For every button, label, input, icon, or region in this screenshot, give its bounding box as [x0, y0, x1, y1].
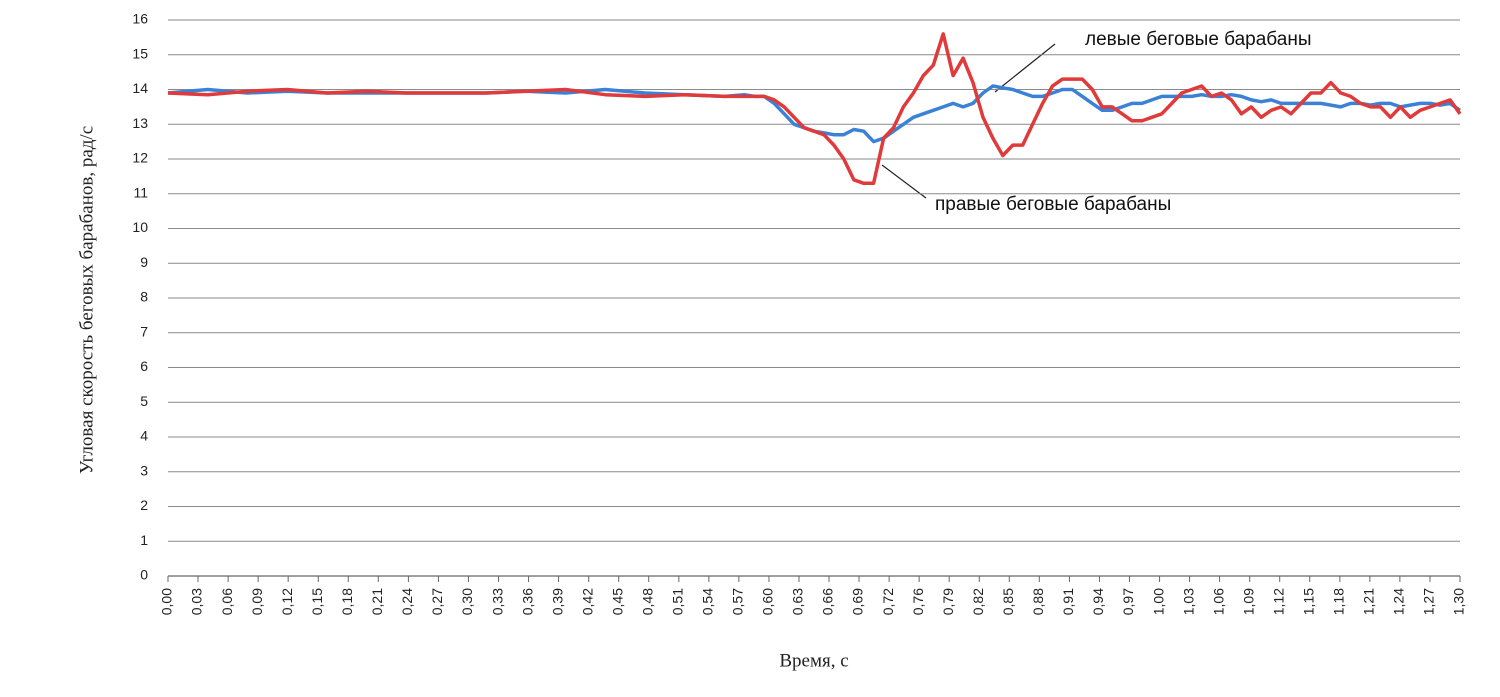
y-axis-title: Угловая скорость беговых барабанов, рад/… [76, 126, 97, 474]
x-tick-label: 0,72 [880, 588, 896, 615]
x-tick-label: 0,15 [309, 588, 325, 615]
x-tick-label: 0,88 [1030, 588, 1046, 615]
x-tick-label: 1,09 [1240, 588, 1256, 615]
annotation: левые беговые барабаны [1085, 29, 1311, 50]
x-tick-label: 0,03 [189, 588, 205, 615]
x-tick-label: 1,21 [1361, 588, 1377, 615]
x-tick-label: 0,24 [399, 588, 415, 615]
x-tick-label: 0,91 [1060, 588, 1076, 615]
x-tick-label: 0,82 [970, 588, 986, 615]
leader-line [994, 43, 1056, 93]
x-tick-label: 0,60 [760, 588, 776, 615]
leader-line [881, 164, 927, 199]
x-tick-label: 1,06 [1210, 588, 1226, 615]
y-tick-label: 5 [140, 393, 148, 409]
x-tick-label: 0,21 [369, 588, 385, 615]
x-tick-label: 0,30 [459, 588, 475, 615]
x-tick-label: 1,30 [1451, 588, 1467, 615]
x-tick-label: 0,76 [910, 588, 926, 615]
x-tick-label: 1,18 [1331, 588, 1347, 615]
y-tick-label: 2 [140, 497, 148, 513]
x-tick-label: 0,54 [700, 588, 716, 615]
x-tick-label: 0,69 [850, 588, 866, 615]
y-tick-label: 15 [132, 45, 148, 61]
x-tick-label: 0,63 [790, 588, 806, 615]
y-tick-label: 9 [140, 254, 148, 270]
y-tick-label: 11 [133, 184, 148, 200]
y-tick-label: 12 [132, 150, 148, 166]
y-tick-label: 7 [140, 323, 148, 339]
y-tick-label: 10 [132, 219, 148, 235]
y-tick-label: 6 [140, 358, 148, 374]
x-tick-label: 1,27 [1421, 588, 1437, 615]
y-tick-label: 16 [132, 11, 148, 27]
x-tick-label: 1,24 [1391, 588, 1407, 615]
x-tick-label: 0,79 [940, 588, 956, 615]
x-tick-label: 0,66 [820, 588, 836, 615]
x-tick-label: 0,39 [549, 588, 565, 615]
annotation: правые беговые барабаны [935, 194, 1171, 215]
x-tick-label: 0,06 [219, 588, 235, 615]
x-tick-label: 0,33 [489, 588, 505, 615]
x-tick-label: 0,85 [1000, 588, 1016, 615]
x-tick-label: 0,57 [730, 588, 746, 615]
x-tick-label: 1,00 [1150, 588, 1166, 615]
x-axis-title: Время, с [779, 650, 848, 671]
x-tick-label: 0,00 [159, 588, 175, 615]
x-tick-label: 0,48 [639, 588, 655, 615]
x-tick-label: 0,18 [339, 588, 355, 615]
x-tick-label: 0,51 [670, 588, 686, 615]
y-tick-label: 8 [140, 289, 148, 305]
series-line [167, 32, 1462, 186]
y-tick-label: 0 [140, 567, 148, 583]
x-tick-label: 1,15 [1300, 588, 1316, 615]
x-tick-label: 0,09 [249, 588, 265, 615]
y-tick-label: 14 [132, 80, 148, 96]
x-tick-label: 0,42 [579, 588, 595, 615]
x-tick-label: 0,97 [1120, 588, 1136, 615]
x-tick-label: 1,12 [1270, 588, 1286, 615]
y-tick-label: 4 [140, 428, 148, 444]
x-tick-label: 0,45 [609, 588, 625, 615]
x-tick-label: 0,12 [279, 588, 295, 615]
y-tick-label: 1 [140, 532, 148, 548]
x-tick-label: 0,27 [429, 588, 445, 615]
x-tick-label: 0,36 [519, 588, 535, 615]
y-tick-label: 13 [132, 115, 148, 131]
y-tick-label: 3 [140, 462, 148, 478]
x-tick-label: 0,94 [1090, 588, 1106, 615]
x-tick-label: 1,03 [1180, 588, 1196, 615]
